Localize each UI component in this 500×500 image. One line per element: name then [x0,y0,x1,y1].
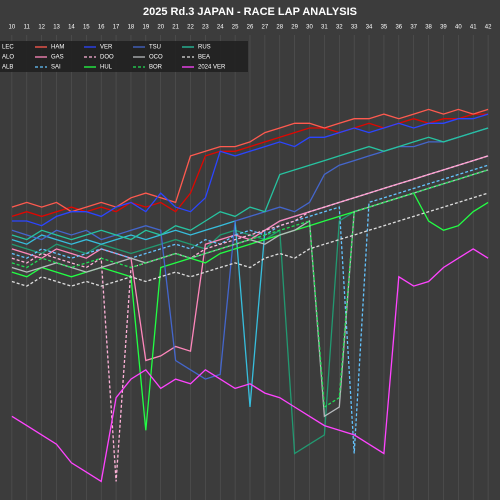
x-axis: 10 11 12 13 14 15 16 17 18 19 20 21 22 23 24 25 26 27 28 29… [9,25,493,31]
x-tick-label: 17 [113,25,120,31]
x-tick-label: 11 [24,25,31,31]
legend-label: HUL [100,65,113,71]
x-tick-label: 10 [9,25,16,31]
legend-label: BEA [198,55,210,61]
x-tick-label: 24 [217,25,224,31]
series-line [11,113,489,218]
x-tick-label: 27 [262,25,269,31]
x-tick-label: 25 [232,25,239,31]
x-tick-label: 21 [172,25,179,31]
legend-label: RUS [198,45,211,51]
legend-label: OCO [149,55,163,61]
legend-label: LEC [2,45,14,51]
legend-label: TSU [149,45,161,51]
series-line [11,155,489,482]
x-tick-label: 42 [485,25,492,31]
x-tick-label: 20 [157,25,164,31]
legend-label: GAS [51,55,64,61]
x-tick-label: 18 [128,25,135,31]
x-tick-label: 30 [306,25,313,31]
legend-label: DOO [100,55,114,61]
x-tick-label: 12 [38,25,45,31]
x-tick-label: 39 [440,25,447,31]
x-tick-label: 22 [187,25,194,31]
x-tick-label: 32 [336,25,343,31]
x-tick-label: 34 [366,25,373,31]
x-tick-label: 13 [53,25,60,31]
legend-label: HAM [51,45,64,51]
x-tick-label: 19 [142,25,149,31]
series-line [11,127,489,241]
x-tick-label: 37 [410,25,417,31]
x-tick-label: 28 [276,25,283,31]
x-tick-label: 36 [395,25,402,31]
series-line [11,169,489,409]
x-tick-label: 35 [381,25,388,31]
x-tick-label: 40 [455,25,462,31]
x-tick-label: 41 [470,25,477,31]
series-line [11,164,489,454]
chart-title: 2025 Rd.3 JAPAN - RACE LAP ANALYSIS [143,6,357,18]
legend: LEC ALO ALB HAM GAS SAI VER DOO HUL TSU OCO BOR RUS B… [2,45,226,71]
x-tick-label: 14 [68,25,75,31]
x-tick-label: 29 [291,25,298,31]
x-tick-label: 23 [202,25,209,31]
legend-label: ALB [2,65,13,71]
x-tick-label: 33 [351,25,358,31]
x-tick-label: 15 [83,25,90,31]
plot-area [11,35,489,500]
x-tick-label: 38 [425,25,432,31]
series-line [11,113,489,227]
series-line [11,192,489,287]
x-tick-label: 31 [321,25,328,31]
x-tick-label: 16 [98,25,105,31]
series-line [11,248,489,483]
legend-label: ALO [2,55,14,61]
legend-label: 2024 VER [198,65,226,71]
legend-label: SAI [51,65,61,71]
x-tick-label: 26 [247,25,254,31]
series-line [11,108,489,213]
legend-label: BOR [149,65,163,71]
legend-label: VER [100,45,113,51]
